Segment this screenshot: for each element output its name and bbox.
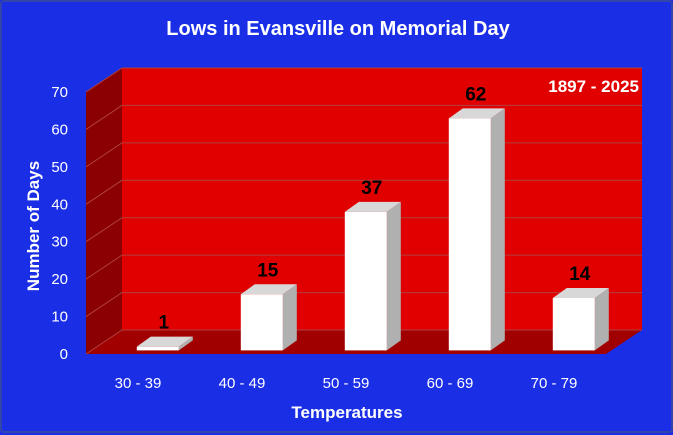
- data-label: 37: [361, 178, 382, 199]
- bar: [136, 336, 193, 351]
- date-range-annotation: 1897 - 2025: [548, 77, 639, 96]
- bar-front: [136, 346, 179, 351]
- x-axis-title: Temperatures: [291, 403, 402, 422]
- x-tick-label: 60 - 69: [427, 375, 474, 392]
- bar-top: [240, 284, 297, 295]
- y-axis-title: Number of Days: [24, 161, 43, 291]
- y-tick-label: 40: [51, 196, 68, 213]
- gridline: [85, 67, 642, 93]
- x-tick-label: 50 - 59: [323, 375, 370, 392]
- y-tick-label: 50: [51, 159, 68, 176]
- data-label: 1: [159, 313, 170, 334]
- bar: [448, 108, 505, 351]
- bar-side: [386, 201, 401, 351]
- bar-top: [448, 108, 505, 119]
- bar-front: [552, 298, 595, 351]
- bar: [552, 288, 609, 351]
- bar: [240, 284, 297, 351]
- bars: [136, 108, 609, 351]
- bar-front: [344, 211, 387, 351]
- y-tick-label: 60: [51, 121, 68, 138]
- side-wall: [86, 68, 122, 354]
- y-tick-label: 30: [51, 234, 68, 251]
- bar-top: [552, 288, 609, 298]
- data-labels: 1 15 37 62 14: [159, 84, 591, 333]
- bar-front: [448, 118, 491, 351]
- gridline: [85, 104, 642, 130]
- y-tick-label: 10: [51, 309, 68, 326]
- bar-front: [240, 294, 283, 351]
- data-label: 14: [569, 264, 591, 285]
- bar-top: [136, 336, 193, 347]
- bar-side: [282, 284, 297, 351]
- data-label: 62: [465, 84, 486, 105]
- back-wall: [122, 68, 642, 330]
- y-axis-ticks: 0 10 20 30 40 50 60 70: [51, 84, 68, 363]
- data-label: 15: [257, 260, 279, 281]
- bar-side: [594, 288, 609, 351]
- x-tick-label: 70 - 79: [531, 375, 578, 392]
- y-tick-label: 70: [51, 84, 68, 101]
- y-tick-label: 0: [60, 346, 68, 363]
- chart-title: Lows in Evansville on Memorial Day: [166, 18, 510, 40]
- x-tick-label: 30 - 39: [115, 375, 162, 392]
- bar-side: [178, 336, 193, 351]
- bar: [344, 201, 401, 351]
- y-tick-label: 20: [51, 271, 68, 288]
- x-tick-label: 40 - 49: [219, 375, 266, 392]
- bar-top: [344, 201, 401, 212]
- bar-side: [490, 108, 505, 351]
- x-axis-ticks: 30 - 39 40 - 49 50 - 59 60 - 69 70 - 79: [115, 375, 578, 392]
